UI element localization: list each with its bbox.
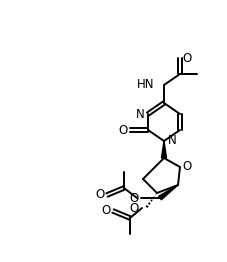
Text: O: O xyxy=(182,52,192,64)
Text: O: O xyxy=(129,192,139,205)
Text: N: N xyxy=(168,134,176,148)
Text: N: N xyxy=(136,107,144,121)
Text: O: O xyxy=(95,188,105,201)
Text: O: O xyxy=(101,205,111,217)
Text: HN: HN xyxy=(136,78,154,90)
Polygon shape xyxy=(159,185,178,200)
Text: O: O xyxy=(182,161,192,173)
Text: O: O xyxy=(130,203,139,216)
Polygon shape xyxy=(161,141,166,158)
Text: O: O xyxy=(118,123,128,137)
